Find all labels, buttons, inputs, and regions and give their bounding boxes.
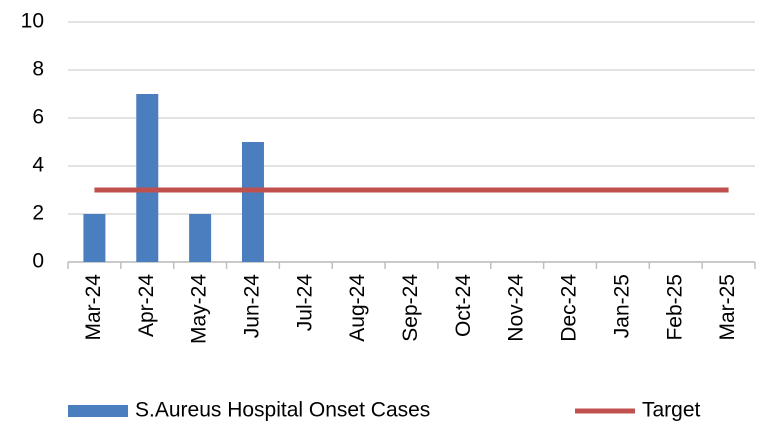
x-tick-label: Feb-25 [663, 274, 686, 341]
x-tick-label: Jul-24 [293, 274, 316, 332]
y-tick-label: 4 [32, 154, 44, 177]
x-tick-label: Nov-24 [505, 274, 528, 342]
y-tick-label: 8 [32, 58, 44, 81]
bar [136, 94, 159, 262]
x-tick-label: Aug-24 [346, 274, 369, 342]
x-tick-label: Mar-25 [716, 274, 739, 341]
legend-swatch [68, 405, 128, 417]
bar [241, 142, 264, 262]
x-tick-label: Jan-25 [610, 274, 633, 338]
legend-label: S.Aureus Hospital Onset Cases [135, 399, 430, 422]
x-tick-label: May-24 [188, 274, 211, 344]
x-tick-label: Oct-24 [452, 274, 475, 337]
x-tick-label: Jun-24 [241, 274, 264, 339]
y-tick-label: 2 [32, 202, 44, 225]
y-tick-label: 6 [32, 106, 44, 129]
x-tick-label: Sep-24 [399, 274, 422, 342]
bar [83, 214, 106, 262]
x-tick-label: Mar-24 [82, 274, 105, 341]
y-tick-label: 10 [21, 10, 44, 33]
x-tick-label: Dec-24 [558, 274, 581, 342]
bar [189, 214, 212, 262]
legend-label: Target [642, 399, 701, 422]
y-tick-label: 0 [32, 250, 44, 273]
x-tick-label: Apr-24 [135, 274, 158, 337]
